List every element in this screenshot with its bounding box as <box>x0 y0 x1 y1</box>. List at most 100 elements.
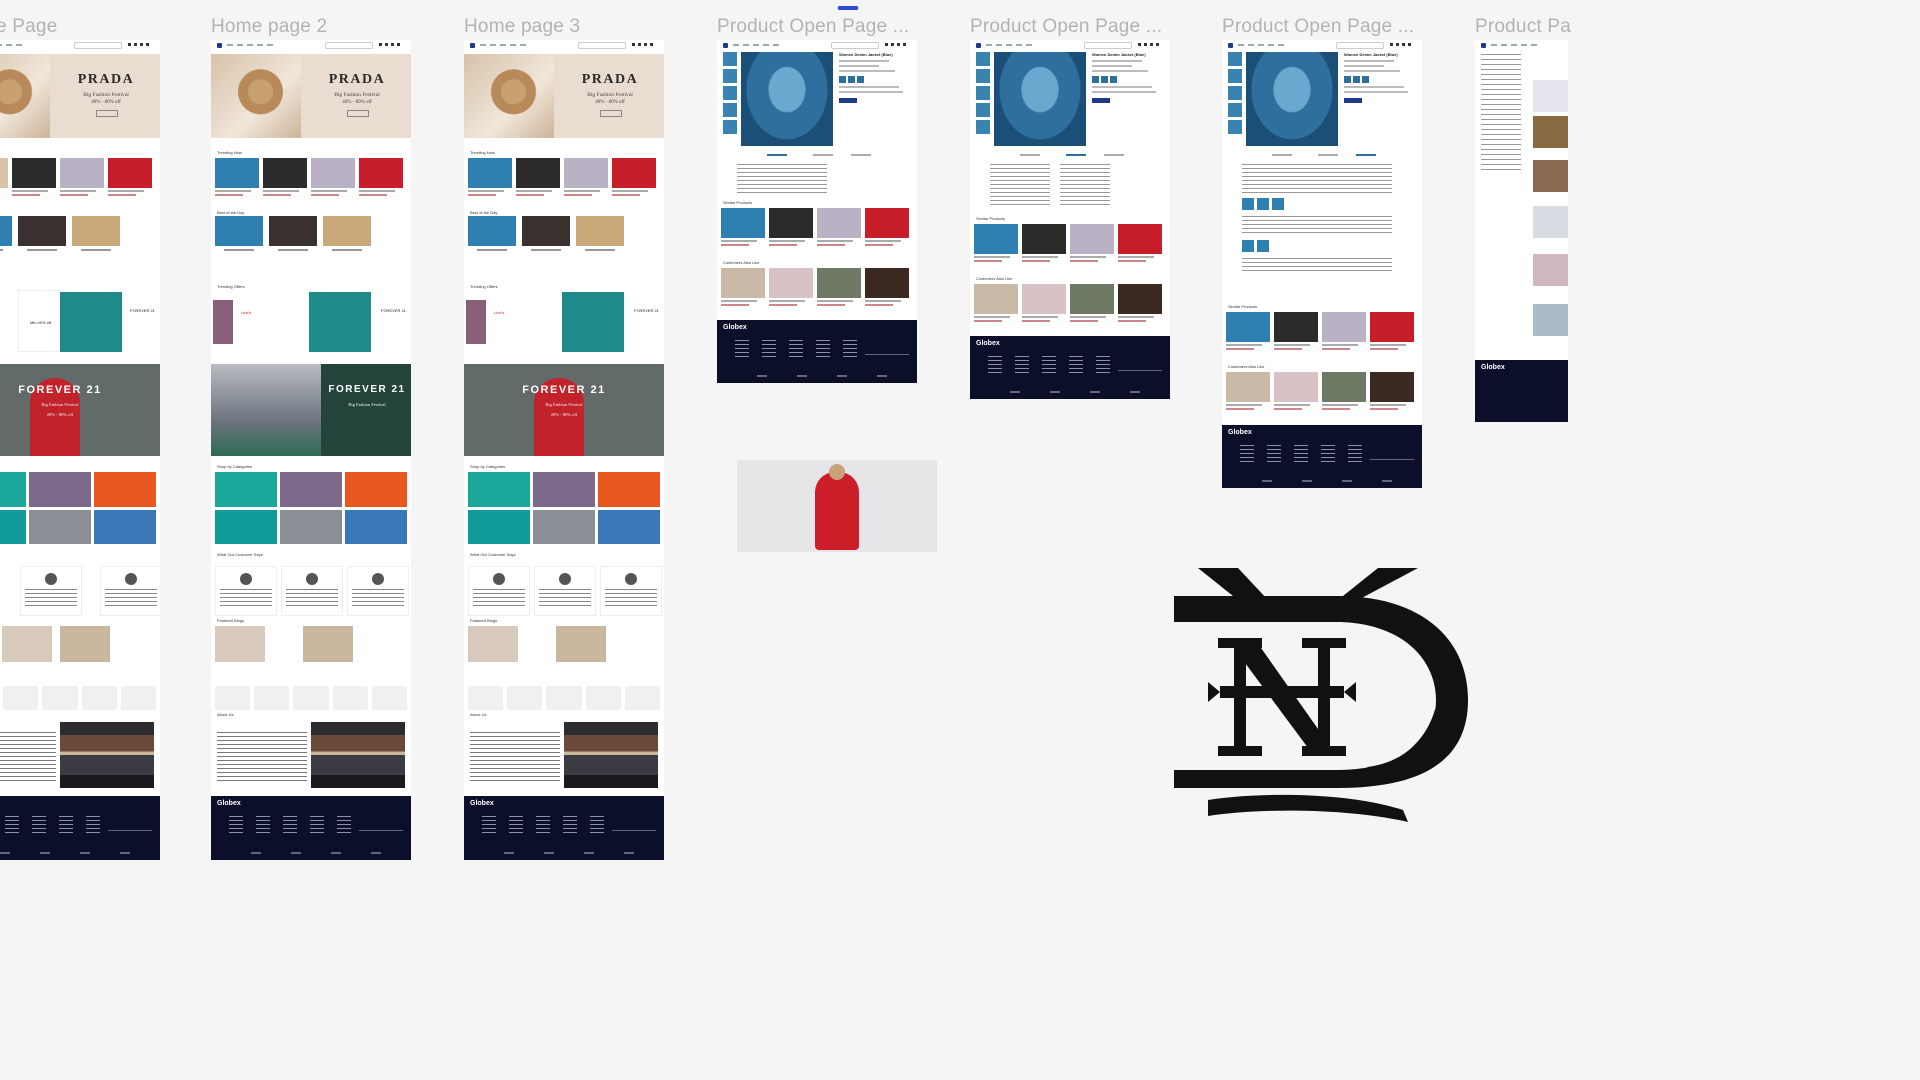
nav-bar <box>464 40 664 50</box>
section-label-offers: Trending Offers <box>217 284 245 289</box>
product-open-page-2-frame[interactable]: Women Denim Jacket (Blue) Similar Produc… <box>970 40 1170 399</box>
product-title: Women Denim Jacket (Blue) <box>1092 52 1146 57</box>
hero-festival: Big Fashion Festival <box>83 92 129 98</box>
forever-title: FOREVER 21 <box>328 384 406 395</box>
thumbnail-list <box>976 52 990 140</box>
search-input <box>325 42 373 49</box>
frame-title-product-page[interactable]: Product Pa <box>1475 16 1571 37</box>
home-page-2-frame[interactable]: PRADA Big Fashion Festival 40% - 80% off… <box>211 40 411 860</box>
product-open-page-3-frame[interactable]: Women Denim Jacket (Blue) Similar Produc… <box>1222 40 1422 488</box>
offer-text: Min 40% off <box>30 320 52 325</box>
add-to-cart-button <box>1092 98 1110 103</box>
footer: Globex <box>1222 425 1422 488</box>
section-label-trending: Trending Now <box>470 150 495 155</box>
section-label-offers: Trending Offers <box>470 284 498 289</box>
logo-icon <box>1228 43 1233 48</box>
hero-discount: 40% - 80% off <box>595 100 625 105</box>
hero-banner: PRADA Big Fashion Festival 40% - 80% off <box>0 54 160 138</box>
footer: Globex <box>970 336 1170 399</box>
search-input <box>578 42 626 49</box>
about-section <box>464 718 664 790</box>
logo-icon <box>217 43 222 48</box>
selection-marker <box>838 6 858 10</box>
section-label-similar: Similar Products <box>1228 304 1258 309</box>
section-label-categories: Shop by Categories <box>217 464 253 469</box>
footer-logo: Globex <box>1228 429 1252 436</box>
product-card <box>0 158 8 200</box>
forever-subtitle: Big Fashion Festival <box>545 402 583 407</box>
hoodie-photo-frame[interactable] <box>737 460 937 552</box>
product-card <box>108 158 152 200</box>
footer: Globex <box>211 796 411 860</box>
hero-banner: PRADA Big Fashion Festival 40% - 80% off <box>211 54 411 138</box>
product-open-page-1-frame[interactable]: Women Denim Jacket (Blue) Similar Produc… <box>717 40 917 383</box>
frame-title-home-page[interactable]: e Page <box>0 16 58 37</box>
also-like-row <box>721 268 917 310</box>
frame-title-product-open-2[interactable]: Product Open Page ... <box>970 16 1163 37</box>
forever-subtitle: Big Fashion Festival <box>348 402 386 407</box>
frame-title-home-page-2[interactable]: Home page 2 <box>211 16 328 37</box>
trending-row <box>215 158 411 200</box>
section-label-similar: Similar Products <box>723 200 753 205</box>
product-main-image <box>741 52 833 146</box>
section-label-also-like: Customers Also Like <box>976 276 1013 281</box>
hero-brand: PRADA <box>77 72 135 87</box>
hero-discount: 40% - 80% off <box>342 100 372 105</box>
hero-festival: Big Fashion Festival <box>587 92 633 98</box>
product-title: Women Denim Jacket (Blue) <box>839 52 893 57</box>
add-to-cart-button <box>839 98 857 103</box>
trending-row <box>0 158 160 200</box>
hero-shop-button <box>96 110 118 117</box>
forever-banner-2: FOREVER 21 Big Fashion Festival <box>211 364 411 456</box>
similar-row <box>721 208 917 250</box>
trending-row <box>468 158 664 200</box>
forever-discount: 20% - 80% off <box>46 412 74 417</box>
feature-row <box>0 686 157 710</box>
trending-offers: Levi's FOREVER 21 <box>211 290 411 356</box>
home-page-3-frame[interactable]: PRADA Big Fashion Festival 40% - 80% off… <box>464 40 664 860</box>
section-label-best: Best of the Day <box>217 210 245 215</box>
red-hoodie-figure <box>815 472 859 550</box>
product-info: Women Denim Jacket (Blue) <box>1092 52 1164 146</box>
home-page-frame[interactable]: PRADA Big Fashion Festival 40% - 80% off… <box>0 40 160 860</box>
search-input <box>831 42 879 49</box>
thumbnail-list <box>1228 52 1242 140</box>
product-page-frame[interactable]: Globex <box>1475 40 1568 422</box>
hero-shop-button <box>347 110 369 117</box>
trending-offers: FOREVER 21 Min 40% off <box>0 290 160 356</box>
hero-shop-button <box>600 110 622 117</box>
filters-sidebar <box>1481 54 1521 174</box>
frame-title-product-open-3[interactable]: Product Open Page ... <box>1222 16 1415 37</box>
frame-title-product-open-1[interactable]: Product Open Page ... <box>717 16 910 37</box>
forever-title: FOREVER 21 <box>18 384 102 396</box>
forever-badge: FOREVER 21 <box>634 308 659 313</box>
categories-grid <box>215 472 407 544</box>
blogs-section <box>0 624 160 680</box>
product-main-image <box>1246 52 1338 146</box>
reviews-section <box>211 560 411 620</box>
forever-banner: FOREVER 21 Big Fashion Festival 20% - 80… <box>464 364 664 456</box>
nd-monogram-logo <box>1174 568 1468 822</box>
logo-icon <box>723 43 728 48</box>
footer-logo: Globex <box>470 800 494 807</box>
section-label-about: About Us <box>217 712 234 717</box>
forever-banner: FOREVER 21 Big Fashion Festival 20% - 80… <box>0 364 160 456</box>
forever-title: FOREVER 21 <box>522 384 606 396</box>
best-of-day-row <box>215 216 411 262</box>
section-label-blogs: Featured Blogs <box>470 618 498 623</box>
forever-badge: FOREVER 21 <box>130 308 155 313</box>
footer-logo: Globex <box>723 324 747 331</box>
reviews-section <box>464 560 664 620</box>
search-input <box>1084 42 1132 49</box>
nav-bar <box>211 40 411 50</box>
about-section <box>211 718 411 790</box>
search-input <box>1336 42 1384 49</box>
section-label-also-like: Customers Also Like <box>1228 364 1265 369</box>
nav-icons <box>128 43 152 46</box>
section-label-best: Best of the Day <box>470 210 498 215</box>
logo-icon <box>976 43 981 48</box>
frame-title-home-page-3[interactable]: Home page 3 <box>464 16 581 37</box>
logo-icon <box>470 43 475 48</box>
hero-brand: PRADA <box>581 72 639 87</box>
reviews-section <box>0 560 160 620</box>
